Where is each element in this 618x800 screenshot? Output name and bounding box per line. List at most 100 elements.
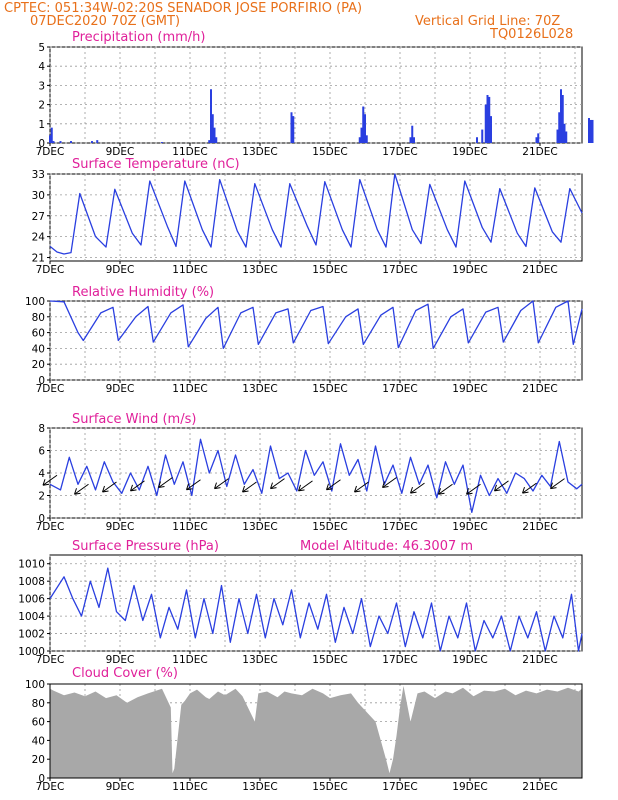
precip-ytick-label: 4 (38, 61, 45, 73)
precip-ytick-label: 2 (38, 100, 45, 112)
wind-arrow (270, 478, 285, 490)
wind-xtick-label: 13DEC (242, 521, 277, 533)
wind-arrow (242, 481, 257, 493)
wind-arrow-head (214, 482, 221, 490)
pres-xtick-label: 13DEC (242, 654, 277, 666)
precip-xtick-label: 9DEC (106, 146, 135, 158)
wind-arrow (298, 480, 313, 492)
wind-arrow (102, 481, 117, 493)
wind-ytick-label: 8 (38, 423, 45, 435)
wind-arrow (438, 483, 453, 495)
precip-bar (484, 104, 487, 143)
rh-xtick-label: 21DEC (522, 383, 557, 395)
precip-bar (560, 89, 562, 143)
precip-bar (365, 135, 368, 143)
rh-xtick-label: 13DEC (242, 383, 277, 395)
cloud-panel: 0 20 40 60 80 100 7DEC 9DEC 11DEC 13DEC 15DEC 17DEC… (25, 679, 583, 793)
precip-bar (161, 142, 163, 143)
wind-arrow (522, 482, 537, 494)
cloud-xtick-label: 15DEC (312, 781, 347, 793)
cloud-area (50, 685, 582, 778)
cloud-xtick-label: 7DEC (36, 781, 65, 793)
rh-ytick-label: 80 (32, 312, 45, 324)
wind-arrow-head (326, 483, 333, 491)
wind-arrow (550, 478, 565, 490)
pres-series-line (49, 567, 583, 652)
wind-arrow-head (298, 484, 305, 492)
wind-xtick-label: 9DEC (106, 521, 135, 533)
temp-series-line (49, 173, 583, 255)
precip-frame (49, 46, 583, 144)
precip-xtick-label: 19DEC (452, 146, 487, 158)
temp-ytick-label: 33 (32, 169, 45, 181)
precip-xtick-label: 7DEC (36, 146, 65, 158)
wind-arrow-head (270, 482, 277, 490)
run-date: 07DEC2020 70Z (GMT) (30, 14, 180, 29)
temp-frame (49, 173, 583, 262)
temp-ytick-label: 30 (32, 190, 45, 202)
pres-ytick-label: 1006 (18, 594, 45, 606)
pres-ytick-label: 1008 (18, 576, 45, 588)
precip-bar (215, 137, 218, 143)
precip-bar (588, 118, 590, 143)
precip-bar (411, 125, 414, 143)
wind-arrow-head (522, 486, 529, 494)
cloud-xtick-label: 19DEC (452, 781, 487, 793)
precip-bar (360, 127, 363, 143)
wind-arrow (214, 478, 229, 490)
precip-panel: 0 1 2 3 4 5 7DEC 9DEC 11DEC 13DEC 15DEC 17DEC 19DEC 2… (36, 42, 594, 158)
pres-ytick-label: 1002 (18, 629, 45, 641)
cloud-ytick-label: 100 (25, 679, 45, 691)
wind-arrow-head (382, 481, 389, 488)
precip-bar (208, 140, 211, 143)
temp-xtick-label: 9DEC (106, 264, 135, 276)
precip-bar (96, 140, 99, 143)
wind-arrow-head (438, 488, 445, 495)
precip-bar (91, 141, 93, 143)
temp-xtick-label: 15DEC (312, 264, 347, 276)
precip-bar (210, 89, 212, 143)
pres-xtick-label: 21DEC (522, 654, 557, 666)
temp-xtick-label: 19DEC (452, 264, 487, 276)
wind-arrow-head (354, 485, 361, 493)
precip-bar (561, 95, 564, 143)
precip-bar (558, 112, 561, 143)
wind-arrow (494, 480, 509, 492)
cloud-ytick-label: 60 (32, 717, 45, 729)
wind-ytick-label: 4 (38, 468, 45, 480)
pres-ytick-label: 1010 (18, 559, 45, 571)
rh-ytick-label: 40 (32, 343, 45, 355)
wind-arrow-head (42, 479, 50, 486)
cloud-ytick-label: 0 (38, 773, 45, 785)
rh-series-line (49, 300, 583, 350)
rh-xtick-label: 17DEC (382, 383, 417, 395)
rh-xtick-label: 9DEC (106, 383, 135, 395)
wind-arrow-head (186, 483, 193, 491)
temp-xtick-label: 17DEC (382, 264, 417, 276)
rh-panel: 0 20 40 60 80 100 7DEC 9DEC 11DEC 13DEC 15DEC 17DEC… (25, 296, 583, 395)
wind-series-line (49, 438, 583, 514)
precip-bar (52, 141, 55, 143)
wind-arrow-head (494, 484, 501, 492)
rh-ytick-label: 100 (25, 296, 45, 308)
temp-xtick-label: 13DEC (242, 264, 277, 276)
wind-ytick-label: 0 (38, 513, 45, 525)
cloud-xtick-label: 17DEC (382, 781, 417, 793)
precip-bar (565, 131, 568, 143)
wind-arrow (382, 477, 397, 488)
cloud-title: Cloud Cover (%) (72, 666, 178, 681)
model-code: TQ0126L028 (489, 27, 573, 42)
wind-arrow (74, 483, 89, 495)
precip-ytick-label: 0 (38, 138, 45, 150)
pres-title: Surface Pressure (hPa) (72, 539, 219, 554)
cloud-xtick-label: 21DEC (522, 781, 557, 793)
wind-title: Surface Wind (m/s) (72, 412, 196, 427)
precip-bar (591, 119, 594, 143)
wind-arrow-head (74, 488, 81, 495)
precip-bar (292, 116, 295, 143)
pres-xtick-label: 11DEC (172, 654, 207, 666)
wind-arrow-head (410, 486, 417, 494)
wind-arrow-head (158, 481, 165, 488)
temp-xtick-label: 11DEC (172, 264, 207, 276)
